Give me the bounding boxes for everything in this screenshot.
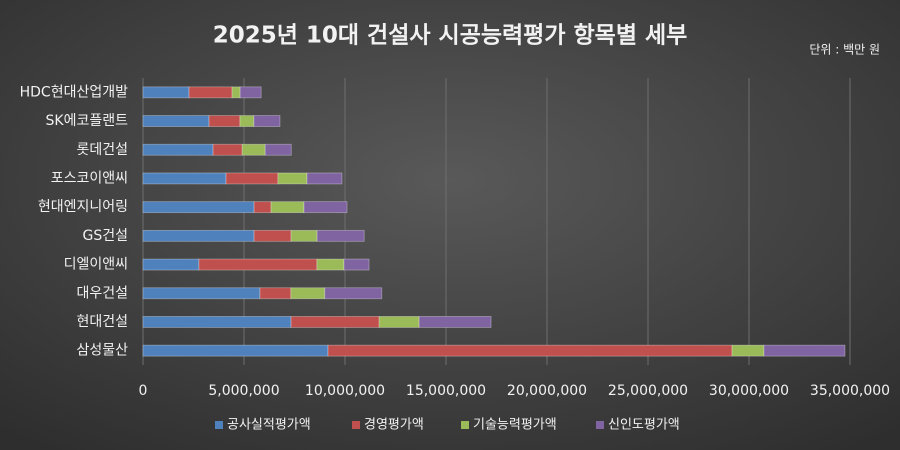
bar-segment xyxy=(253,115,281,127)
bar-segment xyxy=(316,258,345,271)
bar-segment xyxy=(290,287,326,300)
bar-segment xyxy=(290,229,318,242)
x-tick-label: 10,000,000 xyxy=(305,383,385,399)
bar-segment xyxy=(142,344,329,357)
bar-segment xyxy=(259,287,292,300)
bar-segment xyxy=(225,172,279,185)
y-tick-label: HDC현대산업개발 xyxy=(20,84,128,100)
y-tick-label: GS건설 xyxy=(83,228,129,244)
bar-segment xyxy=(264,143,292,156)
x-tick-label: 15,000,000 xyxy=(406,383,486,399)
bar-segment xyxy=(343,258,370,271)
bar-segment xyxy=(241,143,266,156)
bar-segment xyxy=(231,86,241,99)
x-tick-label: 0 xyxy=(139,383,148,399)
x-tick-label: 5,000,000 xyxy=(208,383,279,399)
x-tick-label: 30,000,000 xyxy=(709,383,789,399)
bar-segment xyxy=(142,258,200,271)
bar-segment xyxy=(277,172,308,185)
x-tick-label: 35,000,000 xyxy=(810,383,890,399)
x-tick-label: 20,000,000 xyxy=(507,383,587,399)
bar-segment xyxy=(303,201,348,214)
bar-segment xyxy=(198,258,318,271)
bar-segment xyxy=(212,143,243,156)
bar-segment xyxy=(239,86,262,99)
bar-segment xyxy=(270,201,305,214)
bar-segment xyxy=(239,115,255,127)
legend-marker xyxy=(215,421,223,429)
legend-label: 신인도평가액 xyxy=(608,418,680,433)
unit-note: 단위 : 백만 원 xyxy=(809,43,880,57)
y-tick-label: 대우건설 xyxy=(76,285,128,301)
bar-segment xyxy=(731,344,765,357)
bar-segment xyxy=(142,172,227,185)
bar-segment xyxy=(306,172,343,185)
bar-segment xyxy=(142,115,210,127)
y-tick-label: 현대엔지니어링 xyxy=(38,199,128,215)
bar-segment xyxy=(290,316,380,328)
y-tick-label: 포스코이앤씨 xyxy=(51,170,128,186)
y-tick-label: SK에코플랜트 xyxy=(46,113,129,129)
bar-segment xyxy=(142,201,255,214)
bar-segment xyxy=(142,86,190,99)
bar-segment xyxy=(208,115,241,127)
bar-segment xyxy=(253,229,292,242)
bar-segment xyxy=(142,316,292,328)
bar-segment xyxy=(418,316,492,328)
legend-marker xyxy=(352,421,360,429)
bar-segment xyxy=(378,316,420,328)
bar-segment xyxy=(327,344,733,357)
y-tick-label: 삼성물산 xyxy=(76,343,128,359)
legend-label: 공사실적평가액 xyxy=(227,418,311,433)
bar-segment xyxy=(142,287,261,300)
legend-label: 기술능력평가액 xyxy=(473,418,557,433)
x-tick-label: 25,000,000 xyxy=(608,383,688,399)
legend-label: 경영평가액 xyxy=(364,418,424,433)
bar-segment xyxy=(142,143,214,156)
chart-title: 2025년 10대 건설사 시공능력평가 항목별 세부 xyxy=(213,23,688,49)
y-tick-label: 롯데건설 xyxy=(76,142,128,158)
bar-segment xyxy=(316,229,365,242)
legend-marker xyxy=(596,421,604,429)
bar-segment xyxy=(763,344,846,357)
bar-segment xyxy=(188,86,233,99)
y-tick-label: 현대건설 xyxy=(76,314,128,330)
bar-segment xyxy=(142,229,255,242)
bar-segment xyxy=(324,287,383,300)
bar-segment xyxy=(253,201,272,214)
y-tick-label: 디엘이앤씨 xyxy=(64,257,128,273)
legend-marker xyxy=(461,421,469,429)
